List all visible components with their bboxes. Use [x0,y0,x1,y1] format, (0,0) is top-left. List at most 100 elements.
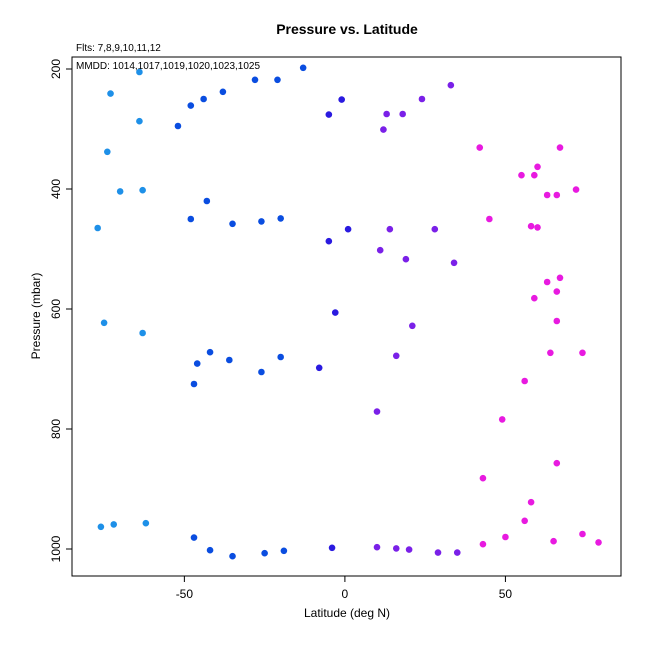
data-point [261,549,268,557]
data-point [527,498,535,506]
chart-subtitle-flights: Flts: 7,8,9,10,11,12 [76,43,161,54]
data-point [274,76,281,84]
data-point [206,348,214,356]
data-point [325,111,333,118]
data-point [94,224,101,232]
data-point [476,144,484,151]
data-point [486,215,493,223]
data-point [402,255,410,263]
data-point [116,188,124,195]
data-point [409,322,416,330]
y-tick-label: 800 [49,419,63,439]
x-tick-label: 50 [499,587,513,601]
data-point [107,90,114,97]
x-axis: -50 0 50 [176,576,513,601]
data-point [190,534,198,541]
data-point [373,408,381,415]
data-point [450,259,458,267]
data-point [325,237,333,245]
data-point [100,319,108,327]
data-point [543,278,551,286]
x-tick-label: 0 [342,587,349,601]
data-point [344,225,352,233]
data-point [534,163,541,171]
chart-subtitle-mmdd: MMDD: 1014,1017,1019,1020,1023,1025 [76,61,260,72]
data-point [187,215,195,223]
data-point [386,225,394,233]
data-point [139,329,146,337]
data-point [136,68,143,76]
data-point [229,220,236,228]
data-point [579,530,586,538]
y-tick-label: 600 [49,299,63,319]
data-point [479,474,487,482]
data-point [299,64,307,72]
data-point [258,218,265,225]
data-point [553,288,561,295]
data-point [97,523,105,531]
data-point [338,96,345,103]
data-point [531,294,538,302]
data-point [579,349,586,357]
data-point [521,377,528,385]
data-point [543,191,551,199]
data-point [142,519,150,527]
data-point [226,356,233,364]
data-point [174,122,182,130]
data-point [534,224,541,231]
data-point [553,317,561,325]
data-point [447,81,455,89]
data-point [553,191,561,199]
data-point [104,148,111,156]
data-point [258,368,265,376]
data-point [572,186,580,193]
data-point [392,545,400,552]
data-point [136,117,143,125]
x-tick-label: -50 [176,587,194,601]
data-point [315,364,323,372]
data-point [434,549,442,556]
data-point [376,246,384,254]
data-point [418,95,426,103]
data-point [187,102,195,109]
data-point [229,552,236,560]
data-point [399,110,406,118]
data-point [479,540,487,548]
data-point [206,546,214,554]
data-point [405,546,413,553]
data-point [219,88,227,96]
y-axis: 200 400 600 800 1000 [49,59,72,562]
data-point [380,126,387,133]
data-point [193,360,201,367]
data-point [556,144,564,151]
data-point [373,543,381,551]
data-point [383,110,390,118]
data-point [553,459,561,467]
data-point [550,537,557,545]
data-point [328,544,336,552]
data-point [453,549,461,556]
data-point [498,416,506,423]
data-point [518,171,525,179]
data-point [190,380,198,388]
data-point [203,197,211,205]
data-points [94,64,602,560]
y-tick-label: 200 [49,59,63,79]
data-point [502,533,509,541]
data-point [251,76,259,84]
x-axis-label: Latitude (deg N) [304,606,390,620]
data-point [531,171,538,179]
data-point [527,222,535,230]
data-point [280,547,288,555]
data-point [277,353,284,361]
data-point [277,215,284,222]
y-tick-label: 400 [49,179,63,199]
chart-title: Pressure vs. Latitude [276,21,418,37]
data-point [595,539,602,546]
data-point [139,186,146,194]
data-point [556,274,564,282]
data-point [392,352,400,360]
y-tick-label: 1000 [49,535,63,562]
y-axis-label: Pressure (mbar) [29,273,43,360]
